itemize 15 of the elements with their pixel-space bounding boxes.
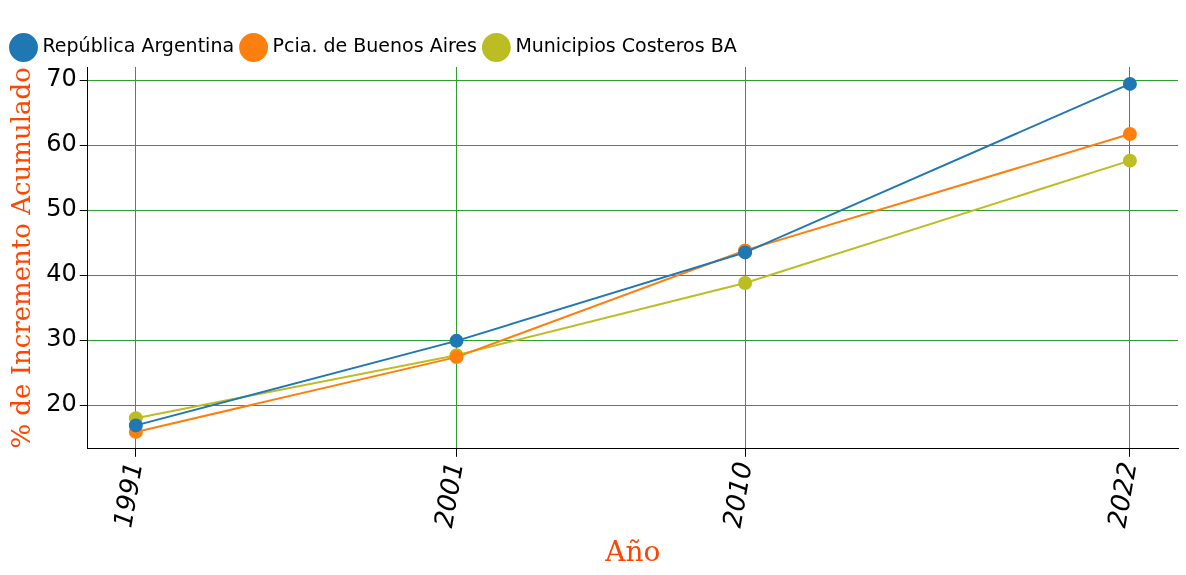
y-tick-label: 70 [46, 64, 77, 93]
x-tick-label: 2010 [716, 459, 758, 530]
legend-label: Pcia. de Buenos Aires [272, 34, 477, 57]
y-tick-label: 50 [46, 194, 77, 223]
y-tick-label: 40 [46, 259, 77, 288]
legend-label: Municipios Costeros BA [515, 34, 737, 57]
legend-label: República Argentina [42, 34, 235, 57]
x-axis-title: Año [604, 535, 661, 569]
y-tick-label: 30 [46, 324, 77, 353]
x-tick-label: 1991 [107, 459, 149, 530]
x-tick-label: 2022 [1101, 459, 1143, 530]
y-tick-label: 20 [46, 389, 77, 418]
y-axis-title: % de Incremento Acumulado [6, 67, 37, 449]
y-tick-label: 60 [46, 129, 77, 158]
x-tick-label: 2001 [428, 459, 470, 530]
